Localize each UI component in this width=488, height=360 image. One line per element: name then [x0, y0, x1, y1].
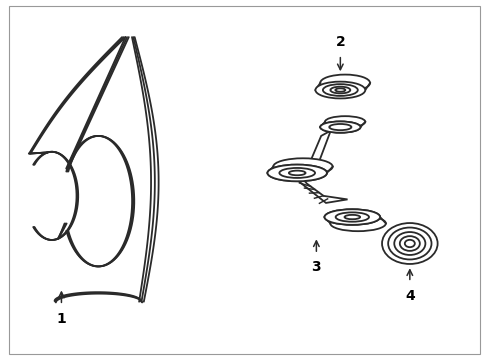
Ellipse shape — [273, 158, 332, 175]
Ellipse shape — [344, 215, 359, 219]
Ellipse shape — [267, 165, 326, 181]
Text: 4: 4 — [404, 289, 414, 303]
Ellipse shape — [320, 75, 369, 91]
Ellipse shape — [329, 216, 385, 231]
Ellipse shape — [399, 236, 419, 251]
Ellipse shape — [315, 82, 365, 98]
Text: 1: 1 — [57, 312, 66, 326]
Ellipse shape — [328, 124, 351, 130]
Ellipse shape — [267, 165, 326, 181]
Ellipse shape — [279, 168, 314, 178]
Ellipse shape — [344, 215, 359, 219]
Text: 3: 3 — [311, 260, 321, 274]
Ellipse shape — [335, 212, 368, 222]
Ellipse shape — [393, 232, 425, 255]
Ellipse shape — [387, 228, 430, 260]
Ellipse shape — [279, 168, 314, 178]
Ellipse shape — [324, 209, 379, 225]
Ellipse shape — [320, 121, 360, 133]
Ellipse shape — [404, 240, 414, 247]
Ellipse shape — [324, 209, 379, 225]
Ellipse shape — [335, 88, 345, 92]
Ellipse shape — [335, 126, 345, 129]
Ellipse shape — [288, 171, 305, 175]
Ellipse shape — [328, 124, 351, 130]
Polygon shape — [308, 131, 330, 164]
Ellipse shape — [320, 121, 360, 133]
Ellipse shape — [335, 212, 368, 222]
Ellipse shape — [322, 84, 357, 96]
Ellipse shape — [381, 223, 437, 264]
Ellipse shape — [325, 116, 365, 127]
Ellipse shape — [288, 171, 305, 175]
Polygon shape — [294, 170, 347, 203]
Text: 2: 2 — [335, 36, 345, 49]
Ellipse shape — [330, 87, 349, 93]
